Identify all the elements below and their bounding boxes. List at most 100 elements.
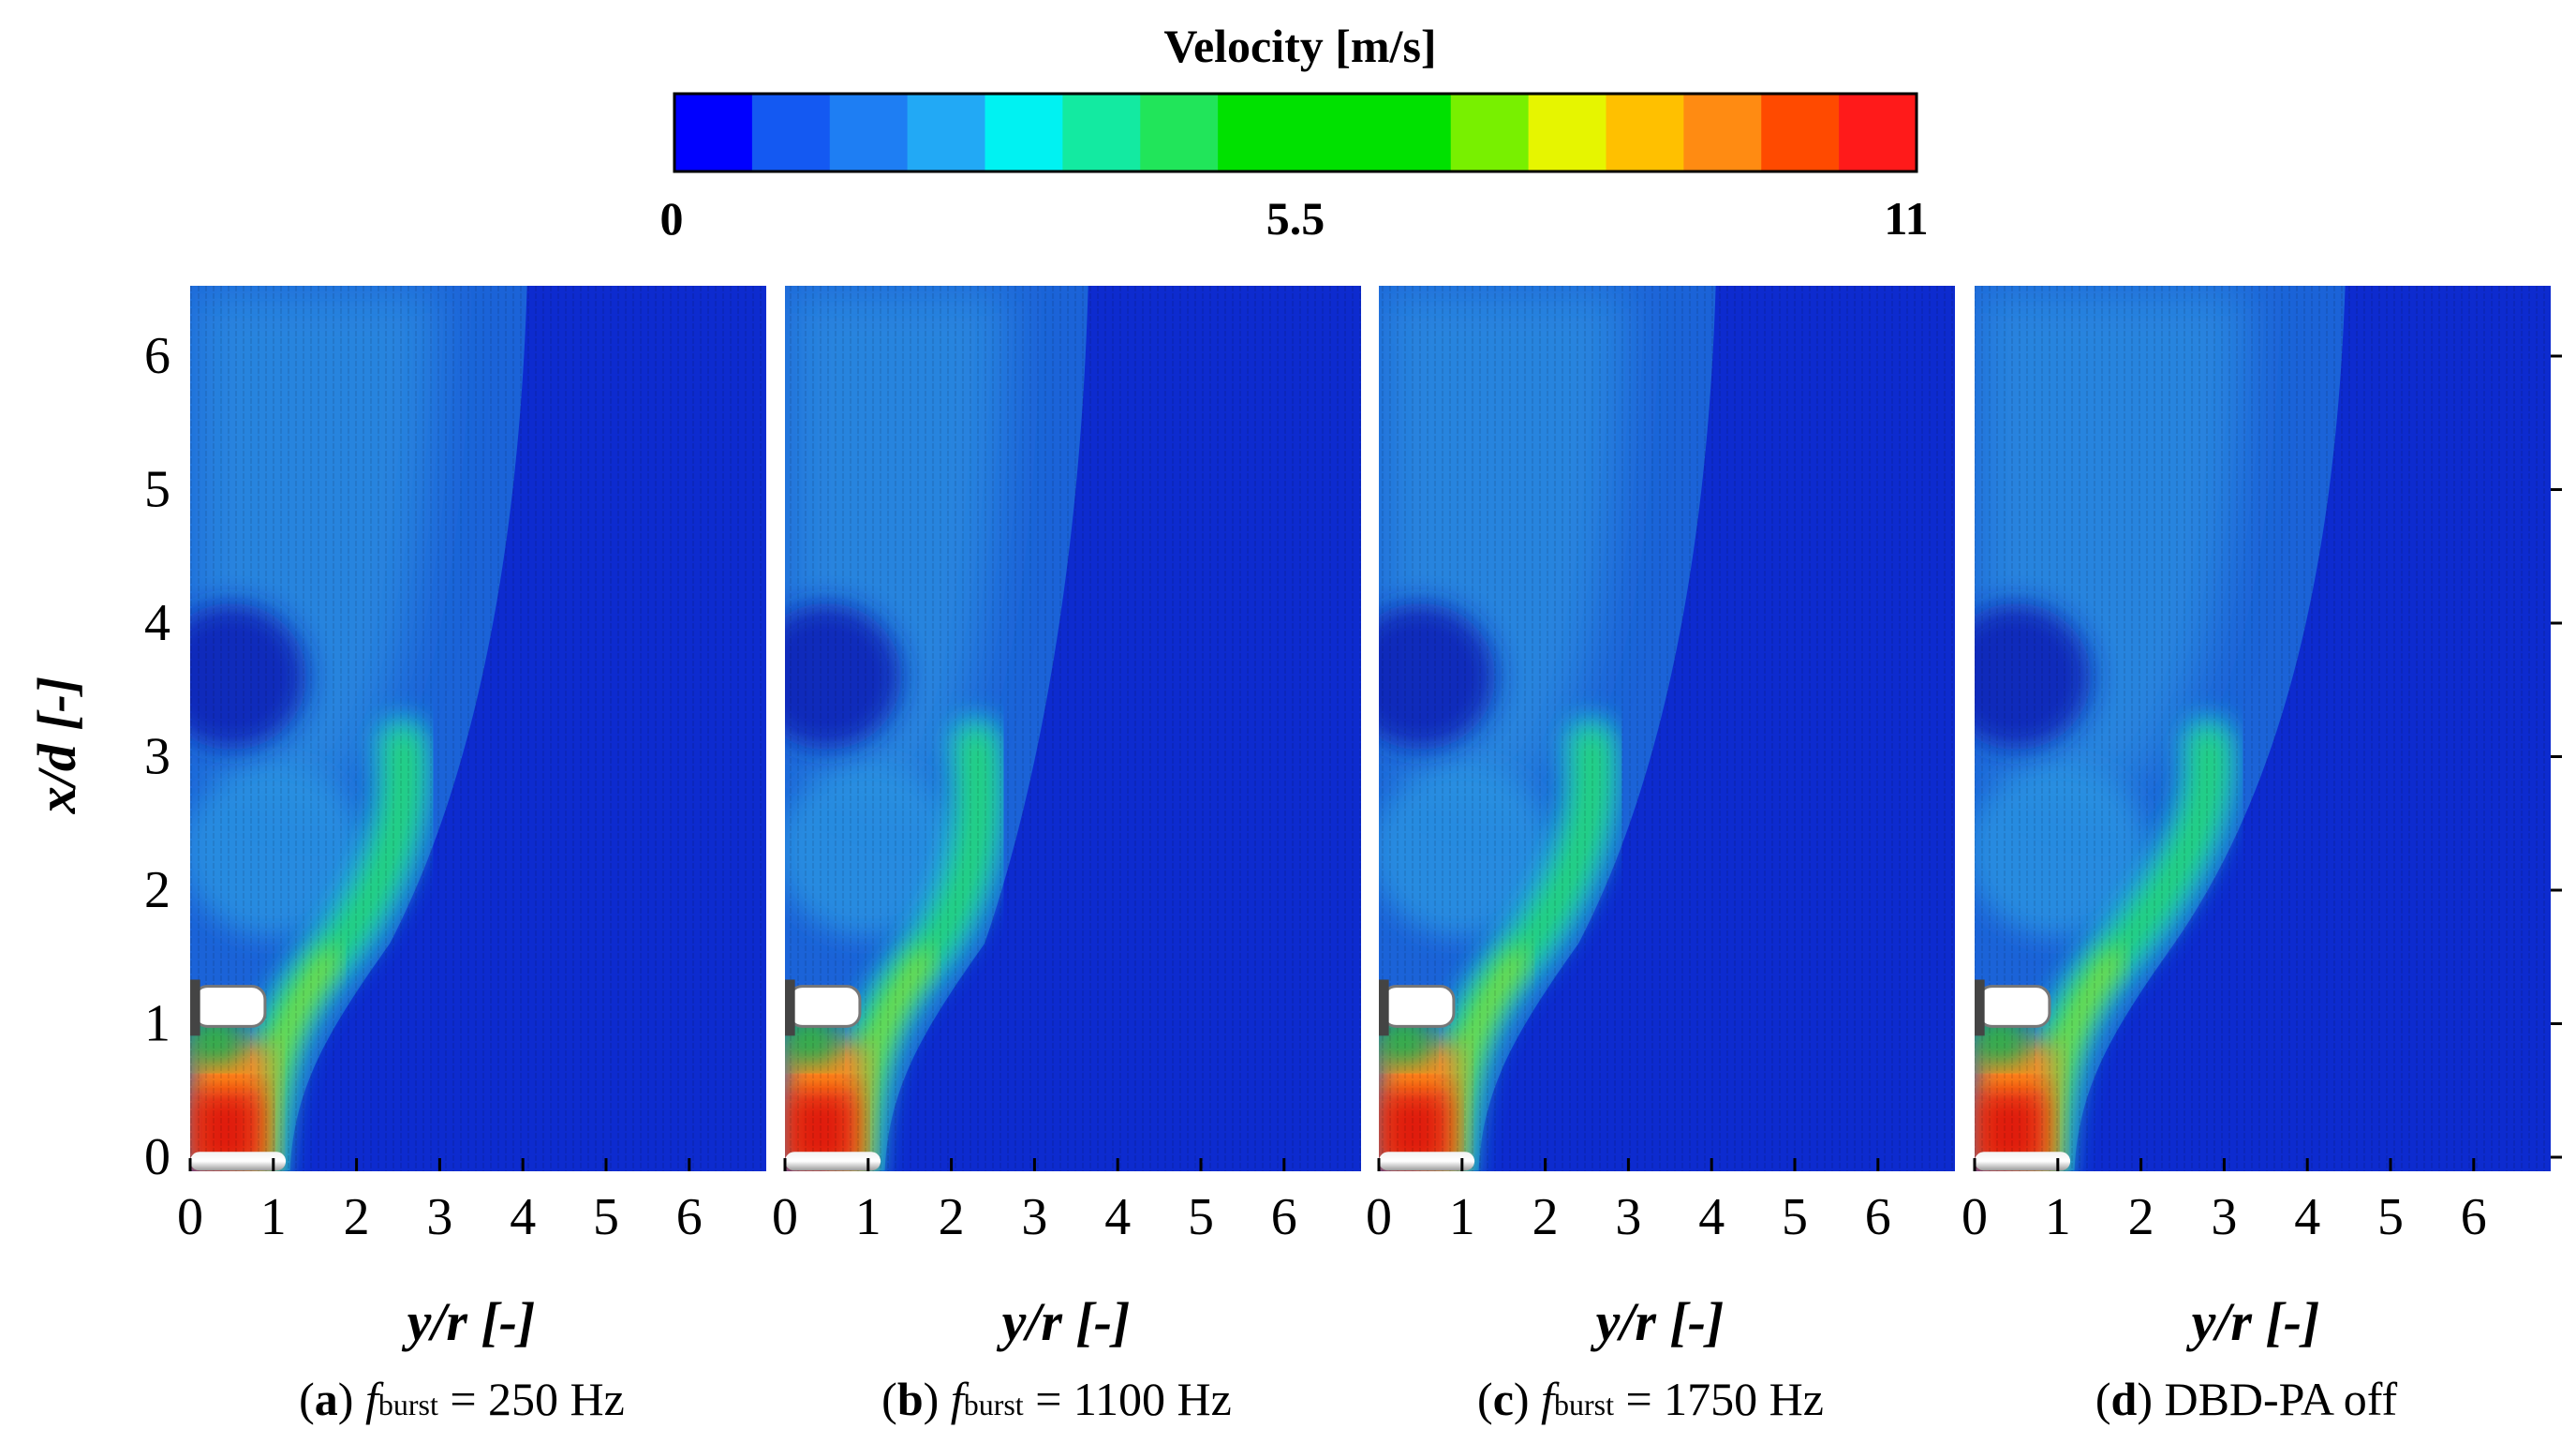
y-axis: 0 1 2 3 4 5 6 bbox=[144, 327, 2562, 1186]
x-tick-label: 6 bbox=[1865, 1188, 1891, 1246]
y-tick-label: 3 bbox=[144, 728, 170, 786]
x-axis-label: y/r [-] bbox=[997, 1291, 1131, 1352]
caption-text: = 250 Hz bbox=[438, 1373, 625, 1425]
x-tick-label: 4 bbox=[510, 1188, 536, 1246]
actuator-shape bbox=[787, 985, 862, 1028]
colorbar-segment bbox=[907, 94, 986, 171]
caption-subscript: burst bbox=[964, 1388, 1024, 1421]
x-tick-label: 3 bbox=[1615, 1188, 1641, 1246]
x-tick-label: 0 bbox=[177, 1188, 203, 1246]
x-tick-label: 5 bbox=[593, 1188, 619, 1246]
caption-text: = 1750 Hz bbox=[1614, 1373, 1824, 1425]
colorbar-segment bbox=[1140, 94, 1219, 171]
panel-caption: (c) fburst = 1750 Hz bbox=[1477, 1373, 1824, 1425]
x-axis-label: y/r [-] bbox=[2186, 1291, 2320, 1352]
caption-letter: a bbox=[315, 1373, 338, 1425]
y-tick-label: 4 bbox=[144, 594, 170, 652]
velocity-field bbox=[785, 286, 1361, 1171]
colorbar-segment bbox=[1606, 94, 1685, 171]
actuator-shape bbox=[1976, 985, 2051, 1028]
caption-open-paren: ( bbox=[2095, 1373, 2111, 1425]
actuator-mount bbox=[785, 979, 795, 1036]
x-tick-label: 4 bbox=[1698, 1188, 1725, 1246]
caption-text: DBD-PA off bbox=[2164, 1373, 2397, 1425]
vector-texture bbox=[1975, 286, 2551, 1171]
x-tick-label: 6 bbox=[1271, 1188, 1297, 1246]
caption-close-paren: ) bbox=[1514, 1373, 1541, 1425]
y-tick-label: 0 bbox=[144, 1128, 170, 1186]
caption-open-paren: ( bbox=[299, 1373, 315, 1425]
x-tick-label: 1 bbox=[260, 1188, 287, 1246]
caption-subscript: burst bbox=[378, 1388, 438, 1421]
y-axis-label: x/d [-] bbox=[26, 677, 87, 815]
colorbar-segment bbox=[1839, 94, 1917, 171]
colorbar-segment bbox=[1372, 94, 1452, 171]
caption-open-paren: ( bbox=[881, 1373, 897, 1425]
colorbar-segment bbox=[1450, 94, 1530, 171]
colorbar-tick-max: 11 bbox=[1884, 192, 1928, 245]
velocity-field bbox=[190, 286, 766, 1171]
colorbar-segment bbox=[1683, 94, 1763, 171]
x-tick-label: 4 bbox=[1104, 1188, 1131, 1246]
x-tick-label: 3 bbox=[426, 1188, 452, 1246]
panel-caption: (a) fburst = 250 Hz bbox=[299, 1373, 625, 1425]
x-tick-label: 2 bbox=[939, 1188, 965, 1246]
colorbar-tick-min: 0 bbox=[660, 192, 684, 245]
x-tick-label: 3 bbox=[1021, 1188, 1047, 1246]
panel-d: 0 1 2 3 4 5 6 y/r [-] (d) DBD-PA off bbox=[1962, 286, 2551, 1425]
nozzle-shape bbox=[190, 1152, 287, 1171]
colorbar-segment bbox=[751, 94, 831, 171]
actuator-mount bbox=[1975, 979, 1985, 1036]
colorbar-segment bbox=[1761, 94, 1840, 171]
actuator-shape bbox=[192, 985, 267, 1028]
actuator-mount bbox=[190, 979, 200, 1036]
panel-b: 0 1 2 3 4 5 6 y/r [-] (b) fburst = 1100 Hz bbox=[772, 286, 1361, 1425]
vector-texture bbox=[190, 286, 766, 1171]
velocity-field bbox=[1975, 286, 2551, 1171]
panel-caption: (b) fburst = 1100 Hz bbox=[881, 1373, 1232, 1425]
x-tick-label: 0 bbox=[1962, 1188, 1988, 1246]
caption-subscript: burst bbox=[1554, 1388, 1614, 1421]
colorbar-segment bbox=[1062, 94, 1142, 171]
colorbar-segment bbox=[1528, 94, 1607, 171]
colorbar bbox=[674, 94, 1917, 171]
x-tick-label: 2 bbox=[344, 1188, 370, 1246]
caption-text: = 1100 Hz bbox=[1024, 1373, 1232, 1425]
x-tick-label: 0 bbox=[772, 1188, 798, 1246]
caption-close-paren: ) bbox=[338, 1373, 365, 1425]
actuator-mount bbox=[1379, 979, 1389, 1036]
y-tick-label: 1 bbox=[144, 995, 170, 1053]
x-tick-label: 5 bbox=[1188, 1188, 1214, 1246]
x-axis-label: y/r [-] bbox=[1591, 1291, 1725, 1352]
x-tick-label: 6 bbox=[2461, 1188, 2487, 1246]
x-tick-label: 0 bbox=[1366, 1188, 1392, 1246]
actuator-shape bbox=[1381, 985, 1456, 1028]
caption-open-paren: ( bbox=[1477, 1373, 1493, 1425]
y-tick-label: 2 bbox=[144, 861, 170, 919]
nozzle-shape bbox=[1379, 1152, 1475, 1171]
nozzle-shape bbox=[785, 1152, 881, 1171]
caption-letter: d bbox=[2111, 1373, 2138, 1425]
x-tick-label: 5 bbox=[2377, 1188, 2404, 1246]
colorbar-title: Velocity [m/s] bbox=[1163, 20, 1436, 72]
caption-close-paren: ) bbox=[924, 1373, 951, 1425]
x-tick-label: 1 bbox=[2045, 1188, 2071, 1246]
x-tick-label: 2 bbox=[2128, 1188, 2154, 1246]
x-tick-label: 6 bbox=[676, 1188, 703, 1246]
caption-letter: c bbox=[1493, 1373, 1514, 1425]
vector-texture bbox=[1379, 286, 1955, 1171]
x-tick-label: 1 bbox=[1449, 1188, 1475, 1246]
colorbar-frame bbox=[673, 92, 1918, 173]
caption-close-paren: ) bbox=[2137, 1373, 2164, 1425]
colorbar-tick-mid: 5.5 bbox=[1266, 192, 1325, 245]
colorbar-segment bbox=[985, 94, 1064, 171]
y-tick-label: 5 bbox=[144, 461, 170, 519]
panel-a: 0 1 2 3 4 5 6 y/r [-] (a) fburst = 250 Hz bbox=[177, 286, 766, 1425]
nozzle-shape bbox=[1975, 1152, 2071, 1171]
x-tick-label: 5 bbox=[1782, 1188, 1808, 1246]
x-tick-label: 4 bbox=[2294, 1188, 2320, 1246]
velocity-field bbox=[1379, 286, 1955, 1171]
colorbar-segment bbox=[1295, 94, 1374, 171]
x-tick-label: 3 bbox=[2211, 1188, 2237, 1246]
